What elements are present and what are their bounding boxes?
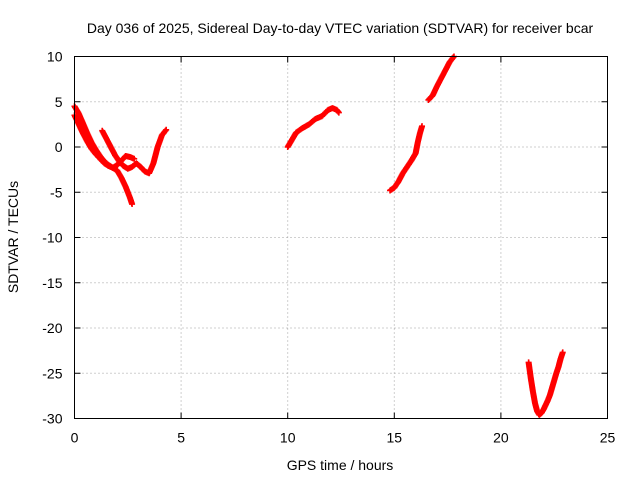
y-tick-label: -10	[42, 230, 62, 246]
grid-lines	[74, 56, 608, 419]
data-point	[559, 349, 566, 356]
series-arc-4	[284, 105, 342, 150]
y-tick-label: -30	[42, 411, 62, 427]
data-point	[163, 126, 170, 133]
x-tick-label: 20	[493, 430, 509, 446]
data-point	[419, 123, 426, 130]
series-arc-5	[387, 123, 426, 194]
axis-ticks: 0 5 10 15 20 25 10 5 0 -5 -10 -15 -20 -25 -30	[42, 49, 615, 446]
plot-frame	[74, 56, 608, 419]
x-tick-label: 5	[177, 430, 185, 446]
x-tick-label: 15	[387, 430, 403, 446]
y-tick-label: -5	[50, 184, 63, 200]
chart-title: Day 036 of 2025, Sidereal Day-to-day VTE…	[87, 20, 594, 36]
series-arc-3	[99, 126, 170, 177]
data-point	[131, 155, 138, 162]
y-tick-label: -25	[42, 365, 62, 381]
series-arc-6	[425, 53, 457, 103]
data-point	[129, 201, 136, 208]
x-axis-label: GPS time / hours	[287, 457, 394, 473]
y-tick-label: 10	[47, 49, 63, 65]
x-tick-label: 10	[280, 430, 296, 446]
y-tick-label: 0	[55, 139, 63, 155]
y-tick-label: 5	[55, 94, 63, 110]
y-tick-label: -20	[42, 320, 62, 336]
y-tick-label: -15	[42, 275, 62, 291]
x-tick-label: 25	[600, 430, 616, 446]
series-arc-7	[525, 349, 566, 418]
data-points	[71, 53, 566, 418]
x-tick-label: 0	[71, 430, 79, 446]
data-point	[335, 109, 342, 116]
y-axis-label: SDTVAR / TECUs	[5, 181, 21, 293]
